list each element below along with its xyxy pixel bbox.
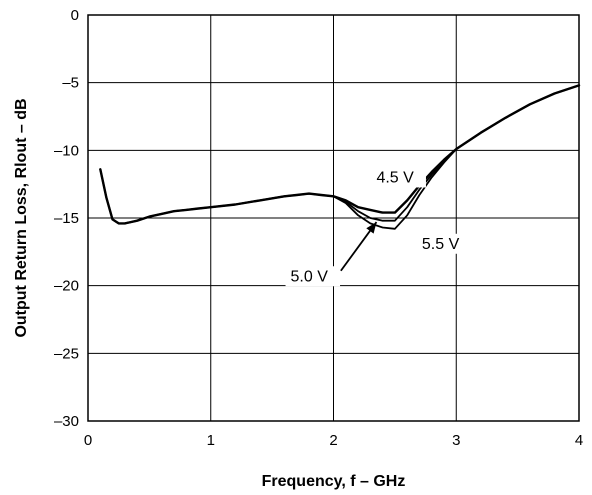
annotation-background bbox=[416, 233, 472, 254]
annotation-background bbox=[371, 167, 426, 188]
series-lines bbox=[99, 84, 581, 230]
y-tick-label: –30 bbox=[54, 413, 79, 430]
x-tick-label: 0 bbox=[84, 432, 92, 449]
x-tick-label: 2 bbox=[329, 432, 337, 449]
y-tick-label: –15 bbox=[54, 210, 79, 227]
x-axis-title: Frequency, f – GHz bbox=[262, 473, 406, 490]
x-tick-label: 1 bbox=[207, 432, 215, 449]
annotation-arrowhead bbox=[366, 222, 377, 234]
annotation-background bbox=[285, 266, 341, 287]
x-tick-label: 4 bbox=[575, 432, 583, 449]
plot-frame bbox=[87, 14, 580, 422]
tick-labels: 0 1 2 3 4 0 –5 –10 –15 –20 –25 –30 bbox=[54, 7, 583, 449]
y-tick-label: 0 bbox=[71, 7, 79, 24]
y-axis-title: Output Return Loss, Rlout – dB bbox=[13, 98, 30, 337]
annotation-label: 5.0 V bbox=[291, 268, 329, 285]
y-tick-label: –5 bbox=[62, 75, 79, 92]
y-tick-label: –25 bbox=[54, 345, 79, 362]
y-tick-label: –10 bbox=[54, 142, 79, 159]
series-line bbox=[99, 84, 580, 225]
x-tick-label: 3 bbox=[452, 432, 460, 449]
annotations: 4.5 V 5.5 V 5.0 V bbox=[285, 167, 472, 287]
series-line bbox=[99, 84, 581, 225]
grid bbox=[87, 14, 580, 422]
series-line bbox=[99, 84, 580, 230]
annotation-label: 4.5 V bbox=[376, 169, 414, 186]
annotation-label: 5.5 V bbox=[422, 236, 460, 253]
y-tick-label: –20 bbox=[54, 278, 79, 295]
